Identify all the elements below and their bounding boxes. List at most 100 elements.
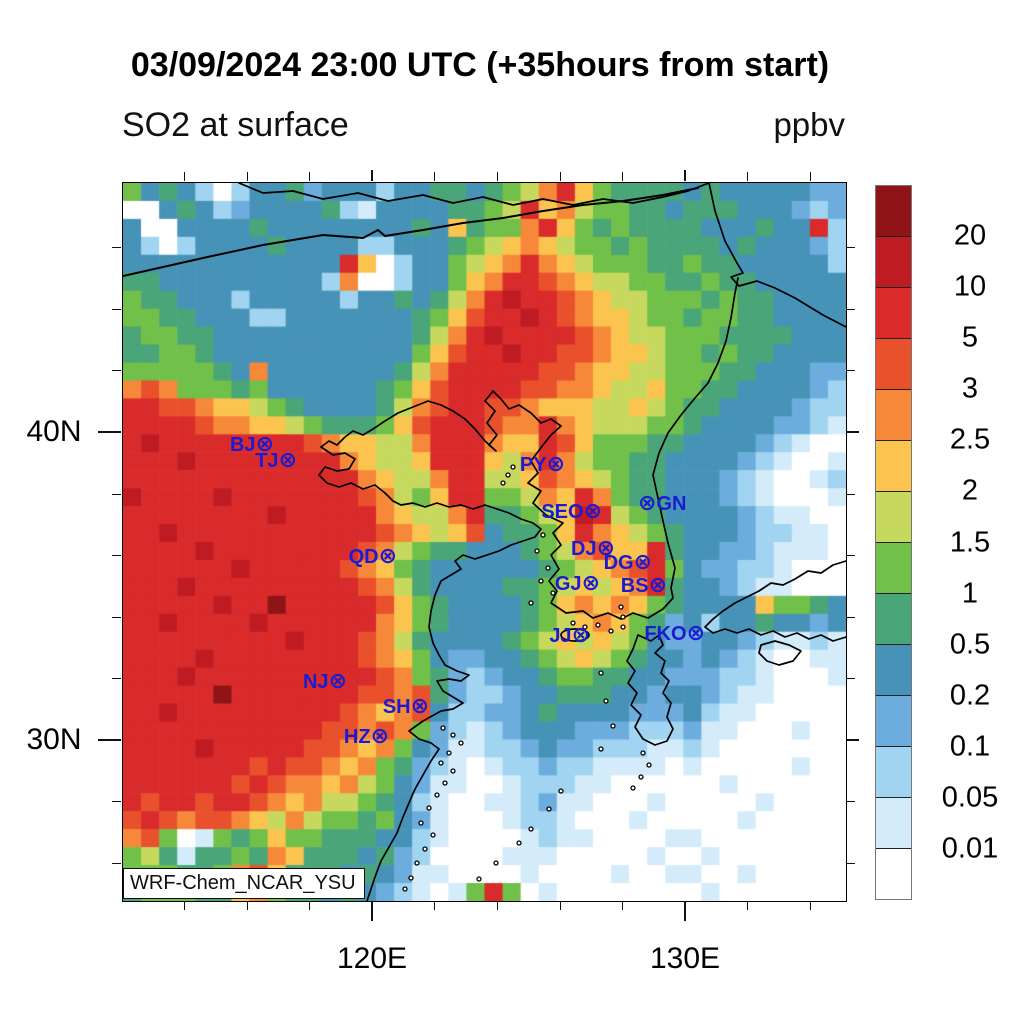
island-dot (570, 620, 576, 626)
axis-tick (246, 901, 248, 910)
axis-tick (433, 901, 435, 910)
axis-tick (112, 308, 121, 310)
colorbar-swatch-11 (876, 746, 911, 797)
island-dot (610, 723, 616, 729)
city-label-jj: JJ⊗ (549, 622, 590, 647)
figure-title: 03/09/2024 23:00 UTC (+35hours from star… (130, 46, 830, 84)
island-dot (582, 624, 588, 630)
station-marker-icon: ⊗ (546, 451, 565, 476)
axis-tick (371, 901, 373, 921)
axis-tick (112, 800, 121, 802)
station-marker-icon: ⊗ (410, 693, 429, 718)
axis-tick (746, 901, 748, 910)
city-label-nj: NJ⊗ (302, 668, 347, 693)
axis-tick (98, 431, 121, 433)
axis-tick (112, 862, 121, 864)
city-label-py: PY⊗ (519, 451, 565, 476)
axis-tick (846, 739, 859, 741)
axis-tick (846, 308, 855, 310)
island-dot (630, 785, 636, 791)
colorbar-swatch-10 (876, 695, 911, 746)
axis-tick (846, 246, 855, 248)
coastline-kyushu (626, 634, 674, 746)
island-dot (638, 774, 644, 780)
axis-tick (846, 493, 855, 495)
island-dot (476, 876, 482, 882)
x-axis-label-130e: 130E (649, 942, 721, 975)
island-dot (598, 670, 604, 676)
colorbar-tick-label: 0.2 (949, 679, 991, 712)
axis-tick (112, 554, 121, 556)
island-dot (538, 578, 544, 584)
city-label-bs: BS⊗ (620, 572, 667, 597)
axis-tick (496, 901, 498, 910)
axis-tick (308, 901, 310, 910)
colorbar-tick-label: 20 (953, 219, 987, 252)
island-dot (603, 698, 609, 704)
island-dot (402, 886, 408, 892)
colorbar-tick-label: 0.1 (949, 730, 991, 763)
island-dot (438, 760, 444, 766)
axis-tick (112, 616, 121, 618)
subtitle-row: SO2 at surface ppbv (122, 106, 845, 145)
island-dot (595, 622, 601, 628)
axis-tick (183, 172, 185, 181)
axis-tick (98, 739, 121, 741)
colorbar-swatch-1 (876, 236, 911, 287)
coastline-honshu (704, 560, 846, 642)
coastline-shikoku (758, 640, 802, 666)
axis-tick (621, 172, 623, 181)
axis-tick (246, 172, 248, 181)
station-marker-icon: ⊗ (686, 620, 705, 645)
colorbar-tick-label: 5 (961, 321, 979, 354)
colorbar-tick-label: 10 (953, 270, 987, 303)
island-dot (546, 806, 552, 812)
x-axis-label-120e: 120E (336, 942, 408, 975)
island-dot (493, 860, 499, 866)
city-label-fko: FKO⊗ (644, 620, 705, 645)
station-marker-icon: ⊗ (648, 572, 667, 597)
axis-tick (809, 172, 811, 181)
island-dot (550, 590, 556, 596)
island-dot (516, 840, 522, 846)
colorbar-swatch-3 (876, 338, 911, 389)
island-dot (408, 875, 414, 881)
colorbar-swatch-9 (876, 644, 911, 695)
axis-tick (684, 901, 686, 921)
island-dot (534, 548, 540, 554)
colorbar-swatch-13 (876, 848, 911, 899)
colorbar-swatch-5 (876, 440, 911, 491)
island-dot (450, 732, 456, 738)
station-marker-icon: ⊗ (583, 498, 602, 523)
colorbar-swatch-12 (876, 797, 911, 848)
small-islands (402, 464, 652, 892)
island-dot (608, 628, 614, 634)
axis-tick (112, 493, 121, 495)
station-marker-icon: ⊗ (328, 668, 347, 693)
city-label-dj: DJ⊗ (570, 535, 615, 560)
station-marker-icon: ⊗ (278, 447, 297, 472)
island-dot (545, 565, 551, 571)
colorbar-swatch-4 (876, 389, 911, 440)
coastline-russia-coast (708, 183, 846, 328)
city-label-hz: HZ⊗ (343, 723, 389, 748)
island-dot (440, 725, 446, 731)
colorbar-swatch-7 (876, 542, 911, 593)
island-dot (618, 604, 624, 610)
colorbar-tick-label: 3 (961, 372, 979, 405)
coastline-jeju-island (560, 628, 590, 642)
colorbar-swatch-2 (876, 287, 911, 338)
island-dot (528, 600, 534, 606)
axis-tick (112, 677, 121, 679)
axis-tick (433, 172, 435, 181)
colorbar-swatch-6 (876, 491, 911, 542)
axis-tick (746, 172, 748, 181)
island-dot (442, 780, 448, 786)
axis-tick (112, 246, 121, 248)
station-marker-icon: ⊗ (571, 622, 590, 647)
station-marker-icon: ⊗ (581, 570, 600, 595)
model-watermark: WRF-Chem_NCAR_YSU (123, 868, 365, 899)
axis-tick (846, 431, 859, 433)
island-dot (434, 792, 440, 798)
colorbar-tick-label: 2.5 (949, 423, 991, 456)
